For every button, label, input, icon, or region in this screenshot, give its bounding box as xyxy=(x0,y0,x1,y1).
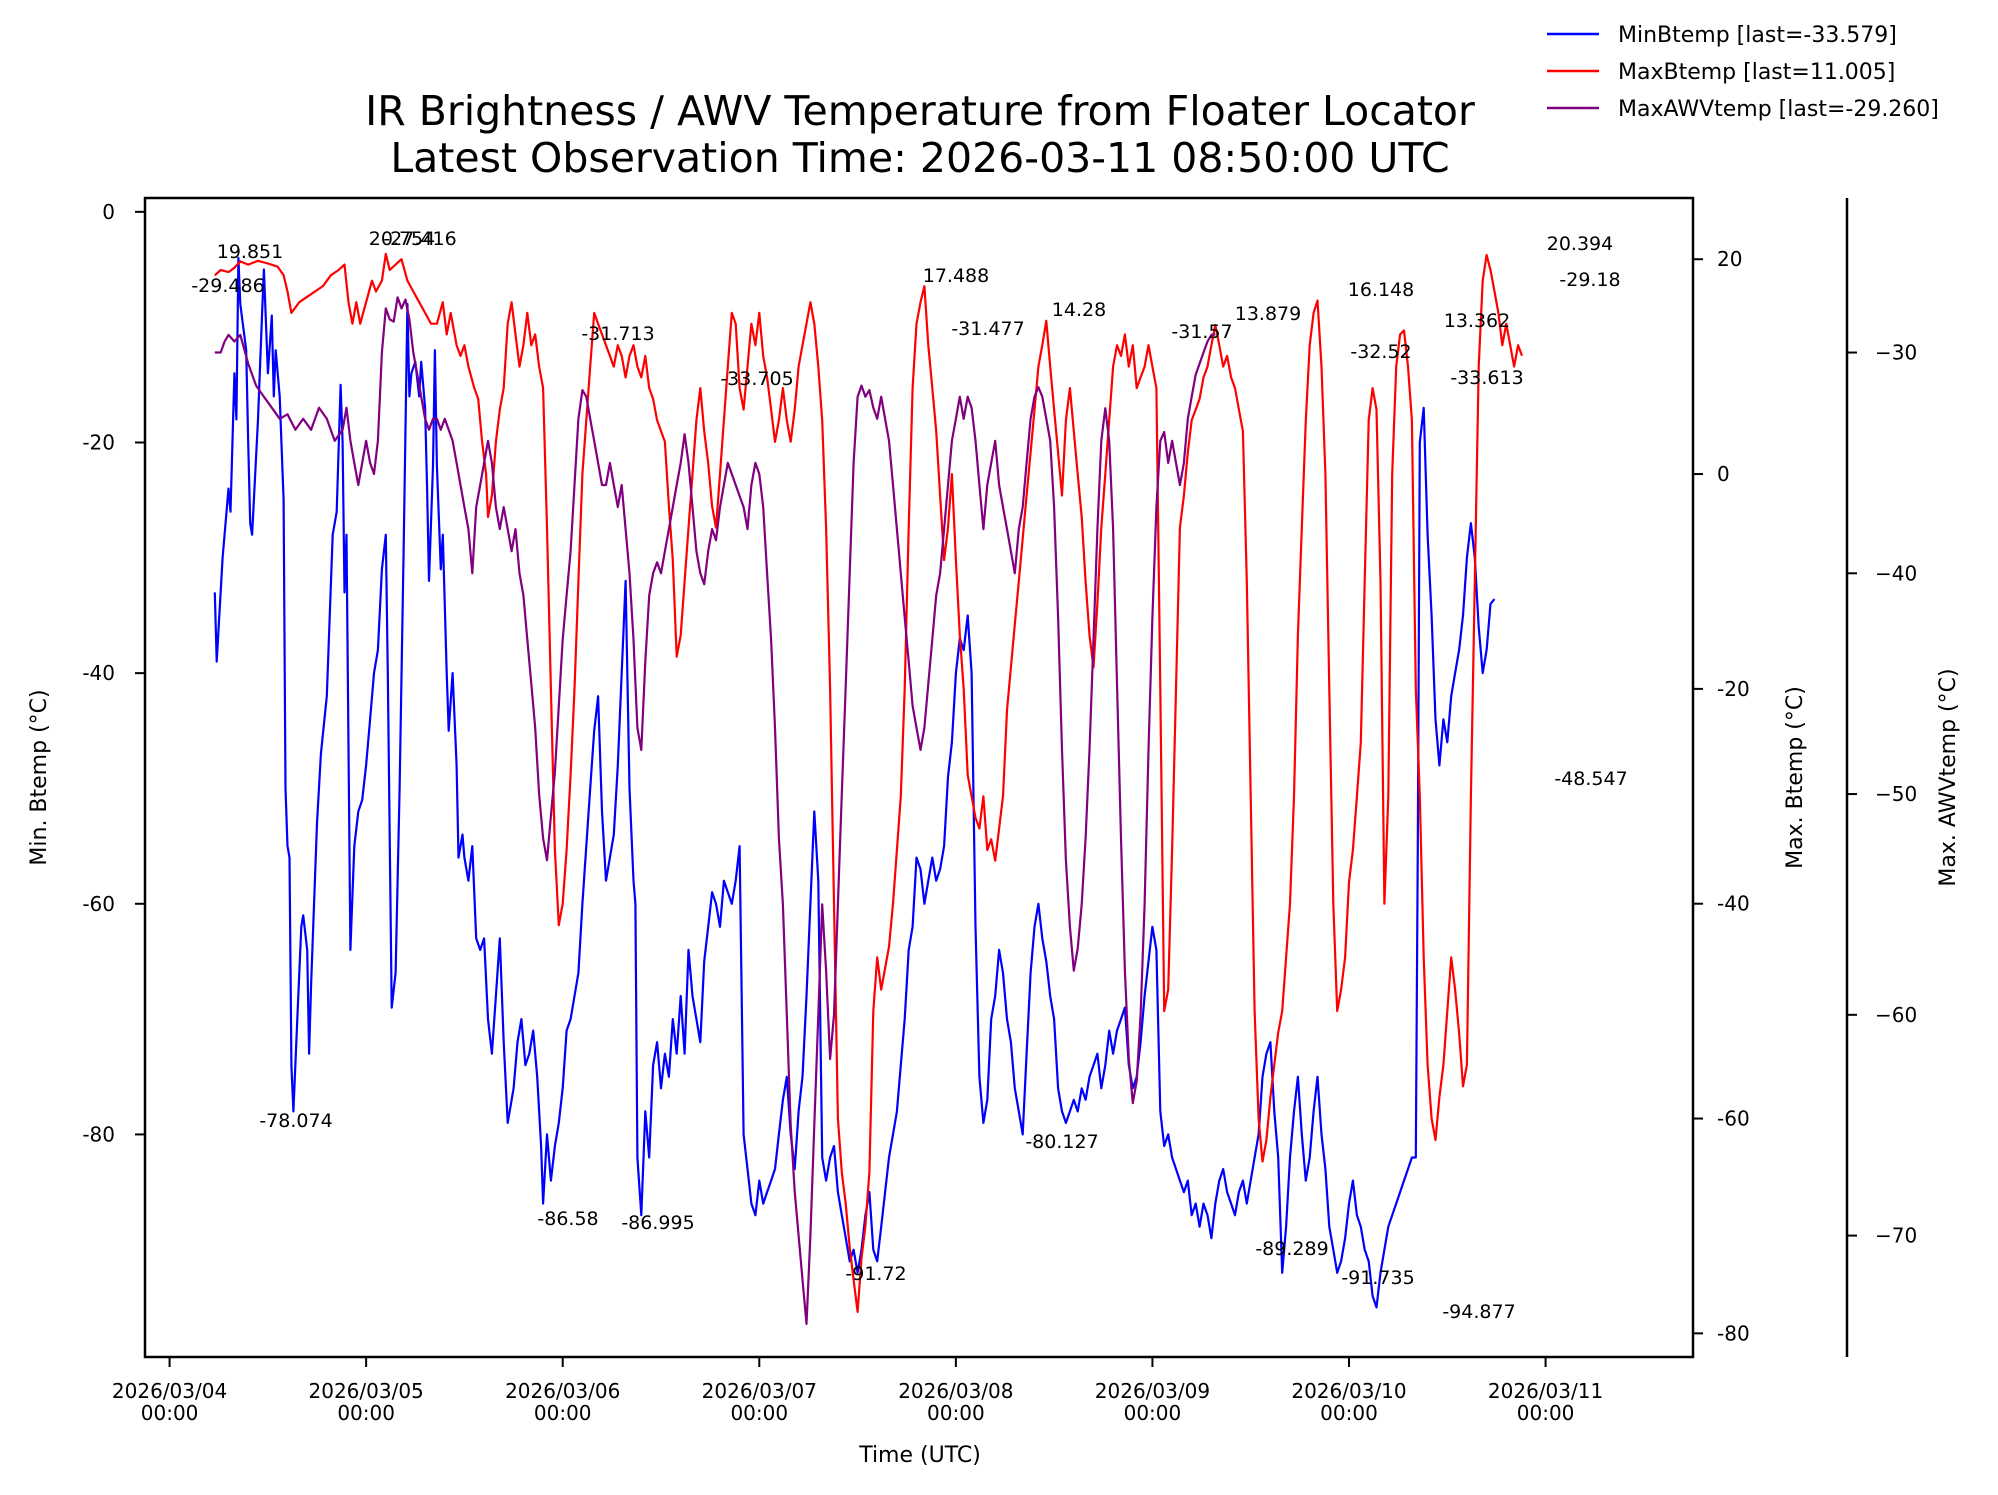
annotation-label: -31.477 xyxy=(951,318,1024,340)
annotation-label: -89.289 xyxy=(1255,1238,1328,1260)
series-line-maxawvtemp xyxy=(214,296,1216,1325)
outer-y-tick-label: −70 xyxy=(1875,1224,1917,1248)
right-y-tick-label: -40 xyxy=(1717,892,1750,916)
right-y-tick-label: 0 xyxy=(1717,462,1730,486)
x-tick-label-time: 00:00 xyxy=(927,1401,985,1425)
legend-label: MinBtemp [last=-33.579] xyxy=(1618,23,1897,48)
outer-y-tick-label: −30 xyxy=(1875,341,1917,365)
x-tick-label-date: 2026/03/11 xyxy=(1488,1379,1603,1403)
x-tick-label-time: 00:00 xyxy=(730,1401,788,1425)
x-tick-label-time: 00:00 xyxy=(1124,1401,1182,1425)
annotation-label: 20.754 xyxy=(369,228,435,250)
annotation-label: 16.148 xyxy=(1348,279,1414,301)
left-y-tick-label: 0 xyxy=(102,200,115,224)
outer-y-tick-label: −40 xyxy=(1875,561,1917,585)
left-y-tick-label: -20 xyxy=(82,430,115,454)
annotation-label: -31.713 xyxy=(581,323,654,345)
annotation-label: 20.394 xyxy=(1547,233,1613,255)
chart-subtitle: Latest Observation Time: 2026-03-11 08:5… xyxy=(390,134,1449,182)
left-y-axis-label: Min. Btemp (°C) xyxy=(27,689,52,865)
series-group xyxy=(213,252,1524,1325)
annotation-label: -31.57 xyxy=(1171,321,1232,343)
series-line-minbtemp xyxy=(213,256,1496,1309)
chart-title: IR Brightness / AWV Temperature from Flo… xyxy=(365,87,1475,135)
annotation-label: -94.877 xyxy=(1442,1301,1515,1323)
right-y-axis-label: Max. Btemp (°C) xyxy=(1783,686,1808,869)
legend: MinBtemp [last=-33.579] MaxBtemp [last=11… xyxy=(1547,23,1939,122)
right-y-tick-label: -80 xyxy=(1717,1321,1750,1345)
annotation-label: -86.995 xyxy=(621,1212,694,1234)
annotation-label: -78.074 xyxy=(259,1110,332,1132)
annotation-label: -48.547 xyxy=(1554,768,1627,790)
outer-y-axis-label: Max. AWVtemp (°C) xyxy=(1936,668,1961,886)
x-tick-label-time: 00:00 xyxy=(141,1401,199,1425)
annotation-label: 14.28 xyxy=(1052,299,1106,321)
annotation-label: -91.735 xyxy=(1341,1267,1414,1289)
annotation-label: -27.416 xyxy=(383,228,456,250)
x-tick-label-time: 00:00 xyxy=(534,1401,592,1425)
x-tick-label-date: 2026/03/06 xyxy=(505,1379,620,1403)
annotation-label: -29.486 xyxy=(191,275,264,297)
x-tick-label-date: 2026/03/08 xyxy=(898,1379,1013,1403)
left-y-tick-label: -60 xyxy=(82,892,115,916)
plot-frame xyxy=(143,196,1695,1359)
outer-y-tick-label: −50 xyxy=(1875,782,1917,806)
annotation-label: -33.613 xyxy=(1450,367,1523,389)
legend-label: MaxAWVtemp [last=-29.260] xyxy=(1618,97,1939,122)
annotation-label: 13.879 xyxy=(1235,303,1301,325)
annotation-label: 13.362 xyxy=(1444,310,1510,332)
left-y-tick-label: -80 xyxy=(82,1122,115,1146)
annotation-label: 19.851 xyxy=(217,241,283,263)
annotation-label: -32.52 xyxy=(1350,341,1411,363)
x-tick-label-date: 2026/03/07 xyxy=(702,1379,817,1403)
outer-y-tick-label: −60 xyxy=(1875,1003,1917,1027)
x-tick-label-time: 00:00 xyxy=(337,1401,395,1425)
series-line-maxbtemp xyxy=(214,252,1524,1313)
annotation-label: -86.58 xyxy=(537,1208,598,1230)
x-tick-label-date: 2026/03/09 xyxy=(1095,1379,1210,1403)
annotation-label: -33.705 xyxy=(720,368,793,390)
x-tick-label-date: 2026/03/10 xyxy=(1291,1379,1406,1403)
annotation-label: 17.488 xyxy=(923,265,989,287)
annotation-label: -29.18 xyxy=(1559,269,1620,291)
right-y-tick-label: -20 xyxy=(1717,677,1750,701)
x-tick-label-date: 2026/03/05 xyxy=(309,1379,424,1403)
x-tick-label-date: 2026/03/04 xyxy=(112,1379,227,1403)
right-y-tick-label: 20 xyxy=(1717,247,1742,271)
left-y-tick-label: -40 xyxy=(82,661,115,685)
x-tick-label-time: 00:00 xyxy=(1517,1401,1575,1425)
plot-layer: 2026/03/0400:002026/03/0500:002026/03/06… xyxy=(27,23,1961,1425)
annotation-label: -80.127 xyxy=(1025,1131,1098,1153)
annotation-label: -91.72 xyxy=(845,1263,906,1285)
right-y-tick-label: -60 xyxy=(1717,1107,1750,1131)
x-axis-label: Time (UTC) xyxy=(858,1443,981,1468)
legend-label: MaxBtemp [last=11.005] xyxy=(1618,60,1895,85)
x-tick-label-time: 00:00 xyxy=(1320,1401,1378,1425)
